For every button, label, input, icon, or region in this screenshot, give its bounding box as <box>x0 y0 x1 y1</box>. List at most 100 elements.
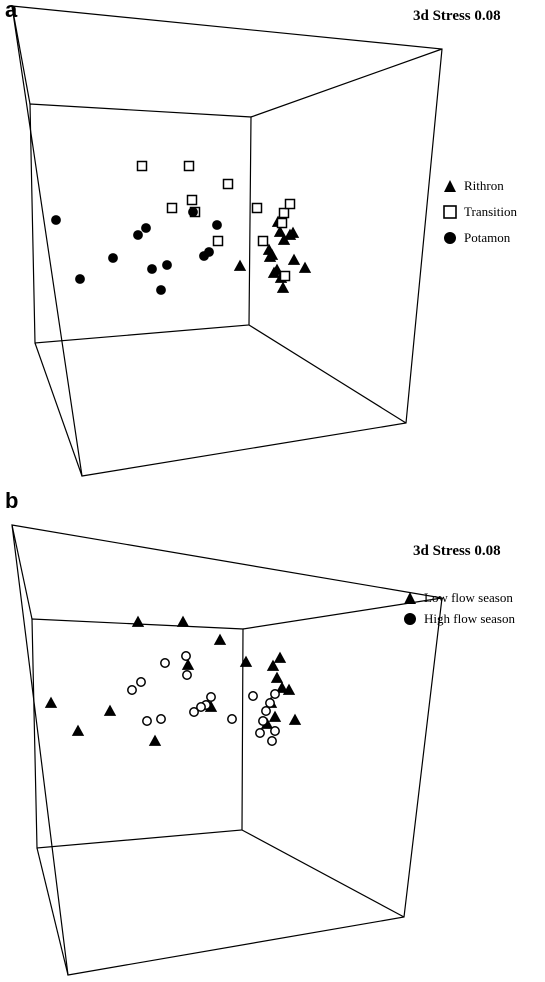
box-edge <box>36 847 69 976</box>
data-point-high-flow-season <box>265 698 275 708</box>
box-edge <box>248 324 407 424</box>
data-point-rithron <box>286 226 300 238</box>
data-point-rithron <box>298 261 312 273</box>
data-point-low-flow-season <box>273 651 287 663</box>
legend-label: Low flow season <box>424 589 513 605</box>
data-point-transition <box>278 207 290 219</box>
data-point-transition <box>212 235 224 247</box>
legend-item-transition: Transition <box>442 199 517 225</box>
data-point-high-flow-season <box>127 685 137 695</box>
data-point-high-flow-season <box>196 702 206 712</box>
legend-a: Rithron Transition Potamon <box>442 173 517 251</box>
data-point-low-flow-season <box>268 710 282 722</box>
data-point-transition <box>166 202 178 214</box>
data-point-potamon <box>147 264 157 274</box>
data-point-high-flow-season <box>142 716 152 726</box>
legend-b: Low flow season High flow season <box>402 587 515 629</box>
box-edge <box>250 48 443 118</box>
data-point-high-flow-season <box>181 651 191 661</box>
legend-label: Potamon <box>464 230 511 245</box>
nmds-plot-a <box>11 5 443 477</box>
data-points-b <box>44 615 302 746</box>
data-point-rithron <box>233 259 247 271</box>
box-outer-face <box>11 524 443 976</box>
data-point-low-flow-season <box>288 713 302 725</box>
legend-item-potamon: Potamon <box>442 225 517 251</box>
data-point-low-flow-season <box>44 696 58 708</box>
data-point-low-flow-season <box>275 681 289 693</box>
data-point-high-flow-season <box>182 670 192 680</box>
data-point-potamon <box>75 274 85 284</box>
data-point-potamon <box>212 220 222 230</box>
data-point-high-flow-season <box>267 736 277 746</box>
data-point-transition <box>276 217 288 229</box>
data-point-low-flow-season <box>181 658 195 670</box>
legend-label: Transition <box>464 204 517 219</box>
data-point-low-flow-season <box>213 633 227 645</box>
box-frame-b <box>11 524 443 976</box>
data-point-high-flow-season <box>189 707 199 717</box>
data-point-high-flow-season <box>206 692 216 702</box>
data-point-rithron <box>287 253 301 265</box>
open-square-icon <box>443 205 457 219</box>
data-points-a <box>51 160 312 295</box>
data-point-high-flow-season <box>258 716 268 726</box>
data-point-low-flow-season <box>131 615 145 627</box>
box-edge <box>11 5 31 105</box>
data-point-high-flow-season <box>261 706 271 716</box>
filled-circle-icon <box>444 232 456 244</box>
box-edge <box>241 829 405 918</box>
filled-circle-icon <box>404 612 416 625</box>
data-point-potamon <box>51 215 61 225</box>
legend-item-low-flow: Low flow season <box>402 587 515 608</box>
data-point-transition <box>183 160 195 172</box>
data-point-transition <box>136 160 148 172</box>
panel-b: b 3d Stress 0.08 Low flow season High fl… <box>0 488 545 982</box>
data-point-rithron <box>265 248 279 260</box>
legend-item-rithron: Rithron <box>442 173 517 199</box>
data-point-potamon <box>188 207 198 217</box>
data-point-potamon <box>162 260 172 270</box>
data-point-potamon <box>199 251 209 261</box>
data-point-transition <box>251 202 263 214</box>
data-point-high-flow-season <box>156 714 166 724</box>
data-point-rithron <box>273 225 287 237</box>
data-point-potamon <box>133 230 143 240</box>
nmds-plot-b <box>11 524 443 976</box>
data-point-transition <box>279 270 291 282</box>
data-point-low-flow-season <box>270 671 284 683</box>
data-point-transition <box>222 178 234 190</box>
data-point-high-flow-season <box>248 691 258 701</box>
data-point-high-flow-season <box>255 728 265 738</box>
data-point-low-flow-season <box>103 704 117 716</box>
data-point-low-flow-season <box>148 734 162 746</box>
data-point-low-flow-season <box>266 659 280 671</box>
stress-label-b: 3d Stress 0.08 <box>413 543 501 559</box>
data-point-potamon <box>141 223 151 233</box>
filled-triangle-icon <box>444 180 456 192</box>
data-point-potamon <box>108 253 118 263</box>
data-point-low-flow-season <box>239 655 253 667</box>
box-edge <box>11 524 33 620</box>
data-point-high-flow-season <box>227 714 237 724</box>
data-point-high-flow-season <box>160 658 170 668</box>
data-point-low-flow-season <box>176 615 190 627</box>
legend-item-high-flow: High flow season <box>402 608 515 629</box>
box-back-face <box>31 618 244 849</box>
filled-triangle-icon <box>404 591 416 604</box>
legend-label: High flow season <box>424 610 515 626</box>
data-point-transition <box>257 235 269 247</box>
data-point-low-flow-season <box>282 683 296 695</box>
data-point-low-flow-season <box>71 724 85 736</box>
data-point-rithron <box>276 281 290 293</box>
data-point-high-flow-season <box>136 677 146 687</box>
legend-label: Rithron <box>464 178 504 193</box>
data-point-high-flow-season <box>270 689 280 699</box>
data-point-transition <box>284 198 296 210</box>
panel-a: a 3d Stress 0.08 Rithron Transition Pota… <box>5 0 517 477</box>
stress-label-a: 3d Stress 0.08 <box>413 8 501 24</box>
data-point-transition <box>186 194 198 206</box>
box-edge <box>34 342 83 477</box>
data-point-high-flow-season <box>270 726 280 736</box>
panel-letter-b: b <box>5 488 19 513</box>
